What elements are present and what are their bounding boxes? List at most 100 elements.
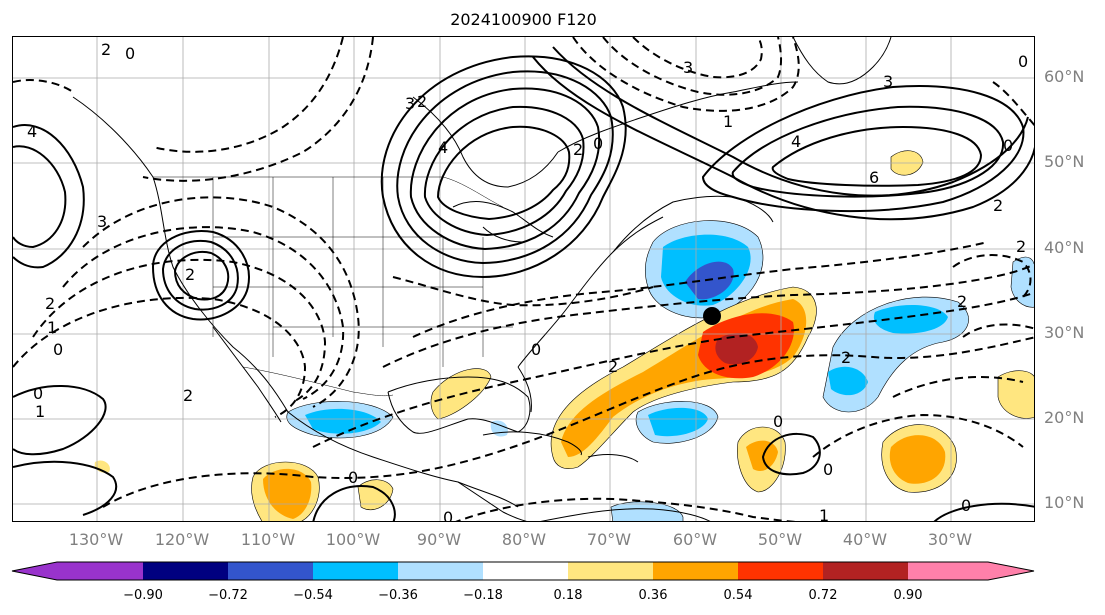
colorbar-segment	[398, 562, 483, 580]
political-borders	[153, 176, 513, 397]
lon-label: 100°W	[325, 530, 381, 549]
gulf-coast	[387, 376, 531, 434]
positive-anomaly-core	[263, 468, 312, 519]
contour-line	[151, 230, 250, 321]
negative-anomaly-region	[610, 501, 684, 521]
contour-line	[62, 226, 345, 400]
contour-label: 0	[33, 384, 43, 403]
positive-anomaly-region	[357, 479, 394, 511]
contour-line	[701, 85, 1025, 213]
contour-label: 0	[125, 44, 135, 63]
contour-line	[312, 291, 1034, 448]
contour-line	[962, 323, 1034, 338]
contour-line	[32, 258, 327, 403]
contour-line	[552, 46, 1029, 197]
greenland-edge	[792, 37, 892, 85]
contour-label: 4	[791, 132, 801, 151]
contour-line	[892, 376, 1024, 398]
colorbar-tick-label: −0.18	[463, 588, 503, 603]
hispaniola	[587, 454, 639, 463]
contour-line	[102, 336, 1034, 508]
contour-line	[412, 241, 989, 338]
contour-label: 2	[573, 140, 583, 159]
contour-line	[423, 105, 585, 237]
contour-label: 1	[723, 112, 733, 131]
contour-line	[992, 81, 1034, 127]
colorbar-segment	[313, 562, 398, 580]
baja-california	[212, 326, 282, 423]
positive-contours	[13, 46, 1034, 521]
colorbar-segment	[57, 562, 143, 580]
positive-anomaly-peak	[715, 333, 758, 365]
contour-line	[572, 37, 800, 112]
contour-label: 0	[348, 468, 358, 487]
map-svg: 2 0 4 3 2 1 0 2 3 4 6 3 2 0 2 0 0 1 2 0 …	[13, 37, 1034, 522]
lon-label: 50°W	[757, 530, 803, 549]
contour-label: 2	[183, 386, 193, 405]
contour-line	[532, 56, 1034, 221]
contour-line	[382, 262, 1034, 368]
contour-line	[142, 37, 374, 182]
colorbar-segment	[908, 562, 988, 580]
colorbar-segment	[143, 562, 228, 580]
lat-label: 20°N	[1044, 408, 1085, 427]
colorbar-segment	[568, 562, 653, 580]
positive-anomaly-core	[746, 440, 778, 472]
contour-label: 2	[841, 348, 851, 367]
contour-label: 3	[683, 58, 693, 77]
contour-label: 0	[53, 340, 63, 359]
colorbar-tick-label: 0.36	[638, 588, 668, 603]
contour-label: 0	[961, 496, 971, 515]
contour-line	[161, 239, 239, 311]
contour-line	[392, 276, 654, 307]
labrador	[557, 81, 799, 153]
graticule	[13, 37, 1034, 521]
contour-line	[761, 432, 821, 476]
map-title: 2024100900 F120	[450, 10, 597, 29]
negative-contours	[13, 37, 1034, 521]
map-plot-area: 2 0 4 3 2 1 0 2 3 4 6 3 2 0 2 0 0 1 2 0 …	[12, 36, 1035, 522]
lat-label: 50°N	[1044, 152, 1085, 171]
contour-label: 4	[438, 138, 448, 157]
negative-anomaly-core	[828, 366, 868, 396]
contour-line	[13, 79, 74, 93]
negative-anomaly-core	[648, 407, 708, 437]
colorbar-segment	[738, 562, 823, 580]
contour-label: 2	[608, 357, 618, 376]
contour-label: 0	[443, 508, 453, 522]
contour-line	[632, 37, 763, 79]
us-east-coast	[517, 216, 664, 368]
contour-label: 4	[27, 122, 37, 141]
negative-anomaly-core	[873, 305, 948, 334]
contour-line	[13, 124, 85, 269]
canada-us-border	[153, 176, 504, 208]
negative-anomaly-core	[305, 408, 381, 434]
lat-label: 40°N	[1044, 238, 1085, 257]
canada-maritimes	[612, 195, 774, 253]
contour-label: 3	[97, 212, 107, 231]
contour-line	[396, 70, 614, 265]
colorbar-tick-label: −0.72	[208, 588, 248, 603]
contour-label: 0	[1018, 52, 1028, 71]
contour-label: 0	[593, 134, 603, 153]
contour-label: 0	[531, 340, 541, 359]
contour-line	[13, 385, 107, 456]
colorbar-tick-label: 0.54	[723, 588, 753, 603]
colorbar-tick-label: −0.54	[293, 588, 333, 603]
contour-line	[13, 145, 67, 249]
contour-line	[771, 125, 983, 187]
state-lines	[212, 177, 513, 367]
colorbar-under-extend	[12, 562, 57, 580]
colorbar-segment	[483, 562, 568, 580]
contour-line	[380, 55, 627, 279]
lat-label: 30°N	[1044, 323, 1085, 342]
lat-label: 10°N	[1044, 493, 1085, 512]
colorbar-over-extend	[988, 562, 1034, 580]
lat-label: 60°N	[1044, 67, 1085, 86]
contour-line	[436, 125, 571, 221]
lon-label: 40°W	[842, 530, 888, 549]
contour-line	[173, 251, 230, 301]
positive-anomaly-region	[997, 370, 1034, 419]
florida-peninsula	[517, 366, 532, 413]
contour-label: 2	[45, 294, 55, 313]
